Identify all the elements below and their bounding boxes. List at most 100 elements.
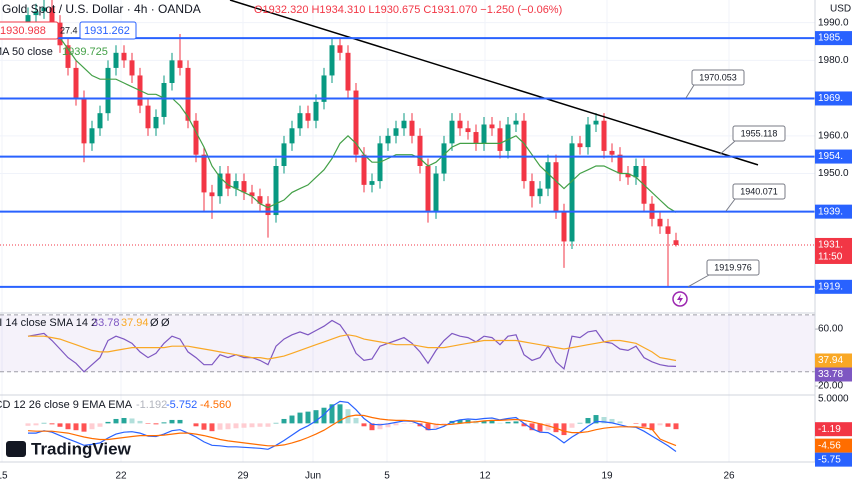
candle-body xyxy=(633,165,639,178)
candle-body xyxy=(385,135,391,144)
candle-body xyxy=(233,181,239,189)
histogram-bar xyxy=(369,423,375,431)
candle-body xyxy=(97,113,103,129)
candle-body xyxy=(369,181,375,185)
histogram-bar xyxy=(593,415,599,424)
price-tag-label: 37.94 xyxy=(818,355,843,366)
level-tag-label: 1954. xyxy=(818,151,843,162)
candle-body xyxy=(401,120,407,129)
candle-body xyxy=(481,124,487,144)
candle-body xyxy=(321,75,327,102)
candle-body xyxy=(41,7,47,12)
candle-body xyxy=(521,120,527,182)
histogram-bar xyxy=(129,418,135,424)
histogram-bar xyxy=(385,423,391,428)
candle-body xyxy=(393,128,399,136)
candle-body xyxy=(169,60,175,83)
y-tick-label: 5.0000 xyxy=(818,394,849,405)
y-tick-label: 20.00 xyxy=(818,381,843,392)
candle-body xyxy=(89,128,95,144)
candle-body xyxy=(121,52,127,61)
histogram-bar xyxy=(361,423,367,427)
candle-body xyxy=(561,211,567,242)
price-tag-label: -1.19 xyxy=(818,424,841,435)
level-tag-label: 1939. xyxy=(818,206,843,217)
level-tag xyxy=(815,279,852,294)
histogram-bar xyxy=(585,417,591,424)
candle-body xyxy=(73,67,79,99)
candle-body xyxy=(657,218,663,227)
price-tag xyxy=(815,367,852,382)
annotation-leader xyxy=(687,274,710,288)
candle-body xyxy=(185,67,191,121)
candle-body xyxy=(473,132,479,144)
annotation-leader xyxy=(719,140,736,155)
sell-box[interactable] xyxy=(0,21,59,40)
macd-hist-value: -1.192 xyxy=(136,399,167,411)
price-tag-label: 33.78 xyxy=(818,369,843,380)
x-tick-label: 19 xyxy=(601,471,613,482)
level-tag-label: 1969. xyxy=(818,93,843,104)
rsi-flag: Ø xyxy=(161,317,170,329)
buy-price[interactable]: 1931.262 xyxy=(84,25,130,37)
histogram-bar xyxy=(529,423,535,431)
candle-body xyxy=(345,52,351,91)
histogram-bar xyxy=(313,410,319,424)
histogram-bar xyxy=(321,407,327,424)
histogram-bar xyxy=(201,423,207,430)
candle-body xyxy=(177,60,183,68)
histogram-bar xyxy=(353,417,359,424)
price-tag-label: -5.75 xyxy=(818,454,841,465)
histogram-bar xyxy=(505,421,511,424)
alert-icon[interactable] xyxy=(672,291,688,307)
candle-body xyxy=(417,135,423,166)
x-tick-label: Jun xyxy=(305,471,321,482)
candle-body xyxy=(113,52,119,68)
spread: 27.4 xyxy=(60,25,78,35)
histogram-bar xyxy=(337,404,343,424)
level-tag xyxy=(815,91,852,106)
y-tick-label: 1980.0 xyxy=(818,55,849,66)
sell-price[interactable]: 1930.988 xyxy=(0,25,46,37)
candle-body xyxy=(545,162,551,189)
candle-body xyxy=(57,22,63,46)
x-tick-label: 26 xyxy=(723,471,735,482)
histogram-bar xyxy=(433,423,439,429)
histogram-bar xyxy=(65,423,71,430)
histogram-bar xyxy=(249,423,255,428)
histogram-bar xyxy=(89,423,95,430)
candle-body xyxy=(49,7,55,23)
histogram-bar xyxy=(81,423,87,432)
candle-body xyxy=(433,173,439,212)
candle-body xyxy=(297,113,303,129)
histogram-bar xyxy=(513,421,519,424)
buy-box[interactable] xyxy=(79,21,137,40)
candle-body xyxy=(425,165,431,212)
candle-body xyxy=(553,162,559,212)
y-tick-label: 1950.0 xyxy=(818,168,849,179)
x-tick-label: 5 xyxy=(384,471,390,482)
candle-body xyxy=(289,128,295,144)
level-tag xyxy=(815,31,852,46)
histogram-bar xyxy=(425,423,431,431)
histogram-bar xyxy=(521,423,527,427)
candle-body xyxy=(449,120,455,144)
candle-body xyxy=(609,150,615,155)
histogram-bar xyxy=(73,423,79,431)
histogram-bar xyxy=(441,423,447,425)
histogram-bar xyxy=(305,411,311,424)
histogram-bar xyxy=(225,423,231,430)
annotation-leader xyxy=(685,84,695,99)
axes: 15 22 29 Jun 5 12 19 26 1950.0 1960.0 1980.0 1990.0… xyxy=(0,17,852,482)
candle-body xyxy=(265,203,271,216)
histogram-bar xyxy=(489,420,495,424)
histogram-bar xyxy=(569,423,575,428)
histogram-bar xyxy=(49,423,55,425)
x-tick-label: 29 xyxy=(237,471,249,482)
candle-body xyxy=(313,101,319,121)
candle-body xyxy=(617,154,623,174)
alert-bolt[interactable] xyxy=(677,294,683,304)
candle-body xyxy=(441,143,447,174)
histogram-bar xyxy=(377,423,383,430)
annotation-label: 1919.976 xyxy=(714,262,752,272)
